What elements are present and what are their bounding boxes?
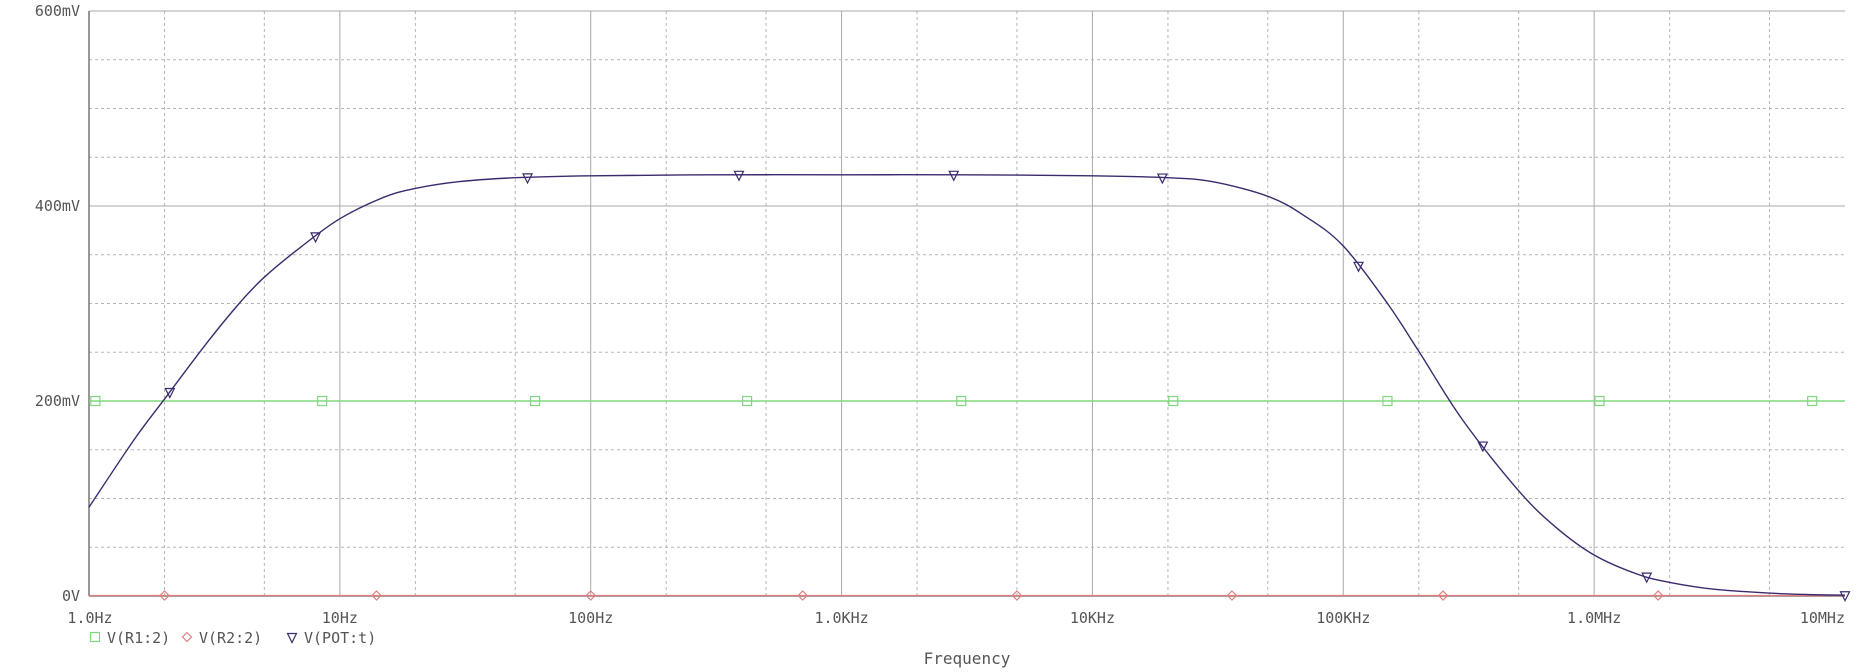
x-tick-label: 1.0Hz [67,609,112,627]
data-point-v-r2-2 [1652,590,1664,601]
data-point-v-r2-2 [371,590,382,601]
x-axis-ticks: 1.0Hz 10Hz 100Hz 1.0KHz 10KHz 100KHz 1.0MHz 10M… [67,609,1845,627]
data-point-v-pot-t [1839,591,1851,603]
data-point-v-pot-t [948,170,960,182]
legend-label: V(R1:2) [107,629,170,647]
x-tick-label: 10MHz [1800,609,1845,627]
data-point-v-r1-2 [741,395,753,407]
data-point-v-pot-t [1477,441,1489,453]
legend-label: V(POT:t) [304,629,376,647]
series-group [88,174,1846,597]
x-tick-label: 10Hz [322,609,358,627]
data-point-v-pot-t [310,232,322,244]
y-tick-label: 600mV [35,2,80,20]
data-point-v-r1-2 [529,395,541,407]
data-point-v-pot-t [1353,261,1364,273]
data-point-v-r1-2 [1594,395,1605,407]
marker-group [90,170,1851,603]
legend-marker-v-r2-2 [181,631,193,643]
x-tick-label: 1.0KHz [814,609,868,627]
data-point-v-r1-2 [1807,395,1818,407]
x-tick-label: 10KHz [1070,609,1115,627]
x-tick-label: 100Hz [568,609,613,627]
x-axis-title: Frequency [924,649,1011,668]
legend-item-v-r2-2: V(R2:2) [181,629,262,647]
data-point-v-r1-2 [956,395,967,407]
data-point-v-r2-2 [1011,590,1023,601]
x-tick-label: 100KHz [1316,609,1370,627]
legend-item-v-pot-t: V(POT:t) [286,629,376,647]
data-point-v-r2-2 [1437,590,1449,601]
legend: V(R1:2) V(R2:2) V(POT:t) [89,629,376,647]
data-point-v-r1-2 [1168,395,1179,407]
data-point-v-r1-2 [1382,395,1393,407]
y-tick-label: 0V [62,587,80,605]
legend-label: V(R2:2) [199,629,262,647]
data-point-v-pot-t [1156,173,1168,185]
legend-item-v-r1-2: V(R1:2) [89,629,170,647]
data-point-v-r1-2 [317,395,328,407]
y-tick-label: 200mV [35,392,80,410]
data-point-v-r2-2 [159,590,170,601]
legend-marker-v-pot-t [286,632,298,644]
y-tick-label: 400mV [35,197,80,215]
data-point-v-pot-t [522,173,534,185]
data-point-v-r2-2 [1226,590,1238,601]
data-point-v-r1-2 [90,395,101,407]
grid [88,10,1845,597]
data-point-v-r2-2 [797,590,809,601]
data-point-v-pot-t [733,170,745,182]
data-point-v-r2-2 [585,590,597,601]
series-line-v-pot-t [88,174,1846,596]
data-point-v-pot-t [164,387,176,399]
x-tick-label: 1.0MHz [1567,609,1621,627]
data-point-v-pot-t [1641,572,1653,584]
legend-marker-v-r1-2 [89,631,101,643]
y-axis-ticks: 0V 200mV 400mV 600mV [35,2,80,605]
